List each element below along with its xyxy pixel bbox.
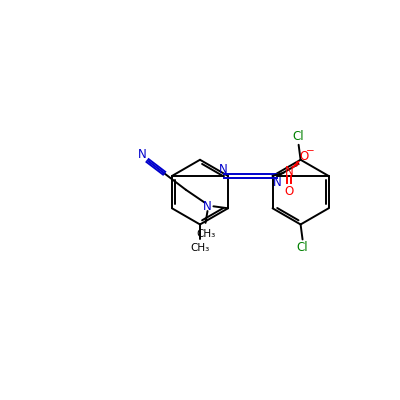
Text: −: −: [306, 146, 315, 156]
Text: N: N: [219, 163, 228, 176]
Text: N: N: [272, 176, 281, 189]
Text: +: +: [292, 160, 300, 169]
Text: O: O: [299, 150, 308, 163]
Text: N: N: [203, 200, 212, 213]
Text: O: O: [284, 185, 294, 198]
Text: N: N: [285, 165, 294, 178]
Text: Cl: Cl: [293, 130, 304, 143]
Text: N: N: [138, 148, 147, 161]
Text: CH₃: CH₃: [190, 243, 210, 253]
Text: Cl: Cl: [297, 241, 308, 254]
Text: CH₃: CH₃: [197, 229, 216, 239]
